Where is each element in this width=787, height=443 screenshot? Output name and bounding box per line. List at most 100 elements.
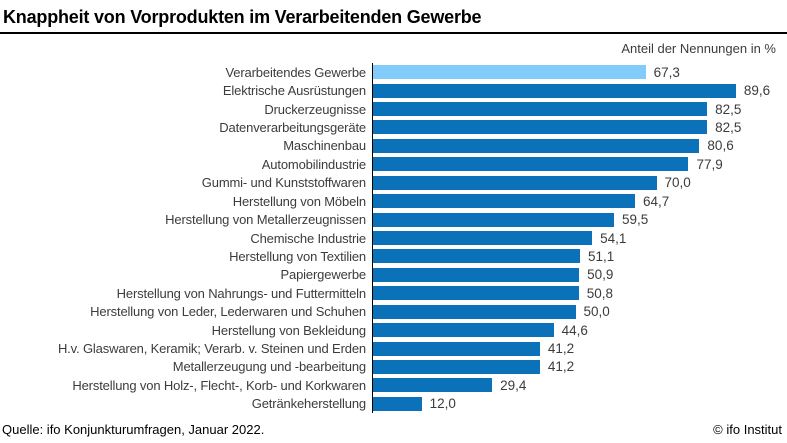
category-label: Getränkeherstellung <box>251 396 366 412</box>
bar-track: 89,6 <box>372 81 787 100</box>
chart-row: Getränkeherstellung 12,0 <box>0 394 787 414</box>
bar-track: 41,2 <box>372 339 787 358</box>
chart-row: Verarbeitendes Gewerbe 67,3 <box>0 63 787 82</box>
chart-row: Herstellung von Textilien 51,1 <box>0 247 787 266</box>
copyright-note: © ifo Institut <box>713 422 782 437</box>
category-label: Herstellung von Nahrungs- und Futtermitt… <box>116 285 366 301</box>
category-label: Metallerzeugung und -bearbeitung <box>172 359 366 375</box>
chart-row: Papiergewerbe 50,9 <box>0 265 787 285</box>
chart-row: Gummi- und Kunststoffwaren 70,0 <box>0 173 787 192</box>
value-label: 54,1 <box>600 230 627 246</box>
category-label: Herstellung von Metallerzeugnissen <box>165 212 366 228</box>
chart-row: Herstellung von Bekleidung 44,6 <box>0 320 787 340</box>
bar-track: 82,5 <box>372 99 787 119</box>
value-label: 82,5 <box>715 101 742 117</box>
bar <box>373 304 576 319</box>
value-label: 50,0 <box>583 304 610 320</box>
category-label: Herstellung von Textilien <box>229 248 366 264</box>
bar <box>373 212 614 227</box>
chart-row: Elektrische Ausrüstungen 89,6 <box>0 81 787 100</box>
bar <box>373 194 636 209</box>
value-label: 50,8 <box>586 285 614 301</box>
value-label: 67,3 <box>653 64 680 80</box>
chart-row: Chemische Industrie 54,1 <box>0 228 787 248</box>
bar-track: 12,0 <box>372 394 787 414</box>
category-label: Druckerzeugnisse <box>264 101 366 117</box>
category-label: Verarbeitendes Gewerbe <box>225 64 366 80</box>
bar-track: 51,1 <box>372 247 787 266</box>
bar-track: 29,4 <box>372 376 787 395</box>
bar-track: 70,0 <box>372 173 787 192</box>
chart-row: Herstellung von Nahrungs- und Futtermitt… <box>0 284 787 303</box>
bar <box>373 286 579 301</box>
bar <box>373 157 689 172</box>
bar <box>373 378 493 393</box>
bar-chart: Verarbeitendes Gewerbe 67,3 Elektrische Au… <box>0 63 787 414</box>
page-title: Knappheit von Vorprodukten im Verarbeite… <box>3 7 482 27</box>
bar-track: 50,8 <box>372 284 787 303</box>
chart-row: Herstellung von Leder, Lederwaren und Sc… <box>0 302 787 321</box>
value-label: 59,5 <box>621 212 649 228</box>
bar-track: 80,6 <box>372 136 787 156</box>
category-label: Herstellung von Möbeln <box>232 193 366 209</box>
value-label: 89,6 <box>743 83 771 99</box>
bar <box>373 120 708 135</box>
bar <box>373 341 540 356</box>
bar <box>373 396 422 411</box>
chart-row: Herstellung von Holz-, Flecht-, Korb- un… <box>0 376 787 395</box>
axis-unit-label: Anteil der Nennungen in % <box>621 41 776 56</box>
chart-row: Herstellung von Möbeln 64,7 <box>0 191 787 211</box>
value-label: 41,2 <box>547 359 575 375</box>
bar-track: 44,6 <box>372 320 787 340</box>
category-label: Herstellung von Leder, Lederwaren und Sc… <box>90 304 366 320</box>
chart-row: Herstellung von Metallerzeugnissen 59,5 <box>0 210 787 229</box>
bar <box>373 249 580 264</box>
bar-track: 59,5 <box>372 210 787 229</box>
category-label: Elektrische Ausrüstungen <box>222 83 366 99</box>
chart-row: Druckerzeugnisse 82,5 <box>0 99 787 119</box>
title-divider <box>0 32 787 34</box>
chart-row: Metallerzeugung und -bearbeitung 41,2 <box>0 357 787 377</box>
category-label: Herstellung von Bekleidung <box>211 322 367 338</box>
chart-footer: Quelle: ifo Konjunkturumfragen, Januar 2… <box>0 422 787 443</box>
chart-row: Maschinenbau 80,6 <box>0 136 787 156</box>
chart-row: Datenverarbeitungsgeräte 82,5 <box>0 118 787 137</box>
bar-track: 54,1 <box>372 228 787 248</box>
value-label: 77,9 <box>696 156 723 172</box>
chart-row: Automobilindustrie 77,9 <box>0 155 787 174</box>
bar-track: 50,0 <box>372 302 787 321</box>
category-label: Maschinenbau <box>283 138 366 154</box>
bar <box>373 65 646 80</box>
bar <box>373 267 580 282</box>
bar <box>373 231 593 245</box>
category-label: H.v. Glaswaren, Keramik; Verarb. v. Stei… <box>57 341 366 357</box>
bar-track: 41,2 <box>372 357 787 377</box>
value-label: 12,0 <box>429 396 456 412</box>
category-label: Automobilindustrie <box>261 156 366 172</box>
category-label: Datenverarbeitungsgeräte <box>219 119 366 135</box>
category-label: Herstellung von Holz-, Flecht-, Korb- un… <box>72 377 366 393</box>
value-label: 82,5 <box>715 119 742 135</box>
bar <box>373 323 554 338</box>
value-label: 50,9 <box>587 267 614 283</box>
value-label: 80,6 <box>707 138 734 154</box>
bar <box>373 102 708 117</box>
bar-track: 82,5 <box>372 118 787 137</box>
bar <box>373 138 700 153</box>
value-label: 29,4 <box>500 377 527 393</box>
value-label: 41,2 <box>547 341 575 357</box>
category-label: Gummi- und Kunststoffwaren <box>201 175 366 191</box>
value-label: 44,6 <box>561 322 588 338</box>
bar <box>373 359 540 374</box>
category-label: Chemische Industrie <box>250 230 366 246</box>
value-label: 64,7 <box>643 193 670 209</box>
bar-track: 64,7 <box>372 191 787 211</box>
bar-track: 67,3 <box>372 63 787 82</box>
source-note: Quelle: ifo Konjunkturumfragen, Januar 2… <box>2 422 265 437</box>
category-label: Papiergewerbe <box>280 267 367 283</box>
value-label: 51,1 <box>587 248 615 264</box>
value-label: 70,0 <box>664 175 691 191</box>
chart-row: H.v. Glaswaren, Keramik; Verarb. v. Stei… <box>0 339 787 358</box>
bar <box>373 83 736 98</box>
